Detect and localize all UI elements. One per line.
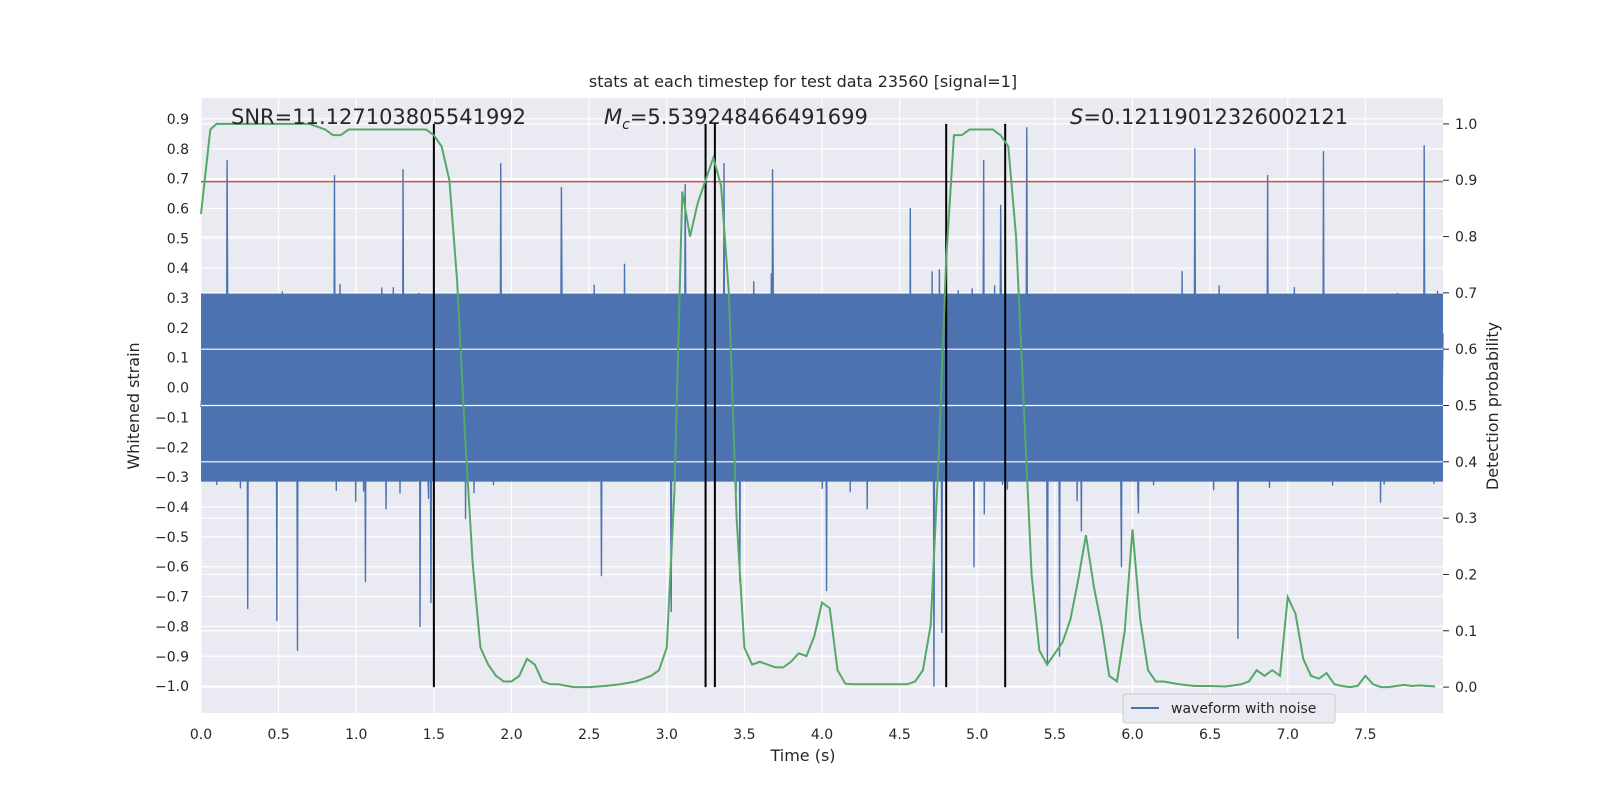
y-tick-label: 0.8 <box>167 142 189 158</box>
y-right-tick-label: 0.4 <box>1455 455 1477 471</box>
y-right-tick-label: 0.7 <box>1455 286 1477 302</box>
x-tick-label: 3.5 <box>733 727 755 743</box>
s-value: =0.12119012326002121 <box>1083 105 1348 129</box>
y-tick-label: 0.5 <box>167 231 189 247</box>
chart-title: stats at each timestep for test data 235… <box>589 72 1017 91</box>
x-tick-label: 7.0 <box>1277 727 1299 743</box>
y-tick-label: −0.6 <box>155 560 189 576</box>
chirp-mass-symbol: M <box>604 105 622 129</box>
y-tick-label: −0.9 <box>155 649 189 665</box>
y-right-tick-label: 0.2 <box>1455 567 1477 583</box>
legend-label: waveform with noise <box>1171 701 1316 717</box>
x-tick-label: 4.0 <box>811 727 833 743</box>
y-right-tick-label: 0.8 <box>1455 230 1477 246</box>
y-right-tick-label: 0.6 <box>1455 342 1477 358</box>
y-axis-ticks: −1.0 −0.9 −0.8 −0.7 −0.6 −0.5 −0.4 −0.3 −0.2 −0.1… <box>155 112 189 695</box>
x-tick-label: 0.0 <box>190 727 212 743</box>
y-right-tick-label: 0.5 <box>1455 399 1477 415</box>
y-tick-label: −0.4 <box>155 500 189 516</box>
y-right-tick-label: 1.0 <box>1455 117 1477 133</box>
snr-annotation: SNR=11.127103805541992 <box>231 105 526 129</box>
y-tick-label: −0.2 <box>155 440 189 456</box>
x-tick-label: 2.5 <box>578 727 600 743</box>
y-tick-label: −0.7 <box>155 590 189 606</box>
x-tick-label: 7.5 <box>1354 727 1376 743</box>
y-tick-label: 0.4 <box>167 261 189 277</box>
y-tick-label: 0.9 <box>167 112 189 128</box>
y-tick-label: 0.1 <box>167 351 189 367</box>
x-tick-label: 1.0 <box>345 727 367 743</box>
x-tick-label: 2.0 <box>500 727 522 743</box>
band-gridlines <box>201 348 1443 463</box>
y-tick-label: −0.5 <box>155 530 189 546</box>
x-tick-label: 5.5 <box>1044 727 1066 743</box>
y-axis-right-label: Detection probability <box>1483 322 1502 490</box>
x-tick-label: 3.0 <box>656 727 678 743</box>
y-tick-label: 0.3 <box>167 291 189 307</box>
y-right-tick-label: 0.3 <box>1455 511 1477 527</box>
y-tick-label: −0.3 <box>155 470 189 486</box>
x-tick-label: 6.0 <box>1121 727 1143 743</box>
y-tick-label: 0.6 <box>167 201 189 217</box>
chirp-mass-subscript: c <box>622 117 630 133</box>
y-axis-label: Whitened strain <box>124 342 143 469</box>
y-right-tick-label: 0.9 <box>1455 173 1477 189</box>
x-tick-label: 0.5 <box>267 727 289 743</box>
y-tick-label: 0.7 <box>167 172 189 188</box>
detection-probability-line <box>200 122 1436 689</box>
y-tick-label: −1.0 <box>155 679 189 695</box>
x-axis-ticks: 0.0 0.5 1.0 1.5 2.0 2.5 3.0 3.5 4.0 4.5 5.0 5.5 6.0 6… <box>190 727 1377 743</box>
legend: waveform with noise <box>1122 693 1336 724</box>
x-tick-label: 5.0 <box>966 727 988 743</box>
y-tick-label: −0.1 <box>155 410 189 426</box>
legend-box <box>1122 693 1336 724</box>
chirp-mass-annotation: Mc=5.539248466491699 <box>604 105 868 133</box>
y-tick-label: 0.0 <box>167 381 189 397</box>
x-tick-label: 1.5 <box>423 727 445 743</box>
y-right-tick-label: 0.0 <box>1455 680 1477 696</box>
s-annotation: S=0.12119012326002121 <box>1070 105 1348 129</box>
waveform-series <box>200 127 1444 687</box>
chirp-mass-value: =5.539248466491699 <box>630 105 868 129</box>
x-axis-label: Time (s) <box>769 746 835 765</box>
waveform-dense-band <box>201 293 1443 482</box>
event-markers <box>432 123 1007 688</box>
y-axis-right-ticks: 0.0 0.1 0.2 0.3 0.4 0.5 0.6 0.7 0.8 0.9 1.0 <box>1443 117 1477 696</box>
y-right-tick-label: 0.1 <box>1455 624 1477 640</box>
y-tick-label: −0.8 <box>155 619 189 635</box>
x-tick-label: 4.5 <box>888 727 910 743</box>
x-tick-label: 6.5 <box>1199 727 1221 743</box>
y-tick-label: 0.2 <box>167 321 189 337</box>
s-symbol: S <box>1070 105 1083 129</box>
